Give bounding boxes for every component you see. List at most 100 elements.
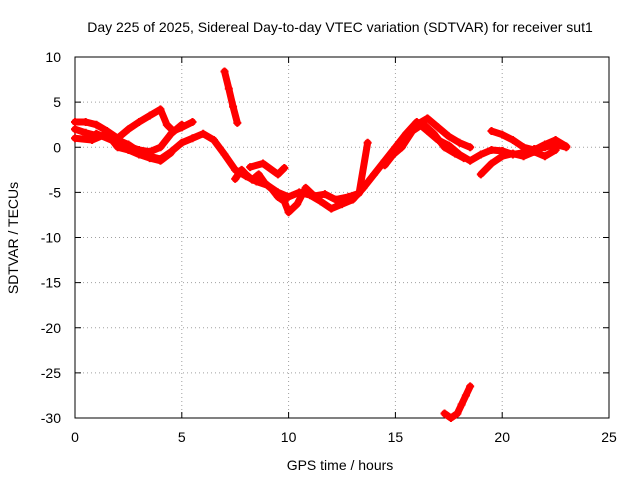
data-point: [476, 150, 485, 159]
data-point: [124, 145, 133, 154]
data-point: [387, 152, 396, 161]
data-point: [199, 129, 208, 138]
x-tick-label: 15: [388, 429, 404, 445]
x-axis-label: GPS time / hours: [287, 457, 394, 473]
y-tick-label: -15: [41, 275, 61, 291]
data-point: [455, 138, 464, 147]
series-track-l: [246, 159, 289, 179]
data-point: [476, 170, 485, 179]
data-point: [71, 117, 79, 126]
data-point: [81, 117, 90, 126]
data-point: [162, 120, 171, 129]
y-tick-label: 10: [45, 49, 61, 65]
data-point: [92, 120, 101, 129]
data-point: [167, 129, 176, 138]
data-point: [273, 170, 282, 179]
y-tick-label: 5: [53, 94, 61, 110]
data-point: [177, 120, 186, 129]
data-point: [156, 143, 165, 152]
series-trace: [387, 120, 468, 162]
data-point: [434, 123, 443, 132]
y-tick-label: -10: [41, 230, 61, 246]
data-point: [344, 192, 353, 201]
y-tick-label: -25: [41, 365, 61, 381]
data-point: [135, 150, 144, 159]
data-point: [267, 184, 276, 193]
data-point: [81, 128, 90, 137]
data-point: [220, 67, 229, 76]
data-point: [135, 117, 144, 126]
data-point: [530, 147, 539, 156]
data-point: [224, 84, 233, 93]
data-point: [156, 105, 165, 114]
data-point: [508, 136, 517, 145]
series-track-g: [487, 127, 571, 154]
chart-title: Day 225 of 2025, Sidereal Day-to-day VTE…: [87, 19, 593, 35]
y-tick-label: -20: [41, 320, 61, 336]
data-point: [241, 170, 250, 179]
data-point: [355, 189, 364, 198]
data-point: [231, 174, 240, 183]
data-point: [498, 152, 507, 161]
axis-ticks: 0 5 10 15 20 25 10 5 0 -5 -10 -15 -20 -25 -30: [41, 49, 617, 445]
data-point: [167, 148, 176, 157]
x-tick-label: 20: [494, 429, 510, 445]
data-point: [453, 409, 462, 418]
data-point: [466, 156, 475, 165]
data-point: [103, 129, 112, 138]
series-track-d: [71, 129, 176, 165]
x-tick-label: 0: [71, 429, 79, 445]
data-point: [301, 183, 310, 192]
data-point: [248, 175, 257, 184]
data-point: [519, 143, 528, 152]
data-point: [209, 136, 218, 145]
data-point: [397, 143, 406, 152]
series-track-i: [220, 67, 242, 127]
data-point: [519, 152, 528, 161]
data-point: [370, 170, 379, 179]
data-point: [71, 125, 79, 134]
data-point: [540, 152, 549, 161]
data-point: [429, 129, 438, 138]
data-point: [280, 164, 289, 173]
data-point: [293, 200, 302, 209]
data-series: [71, 67, 571, 422]
data-point: [327, 204, 336, 213]
data-point: [145, 111, 154, 120]
data-point: [487, 159, 496, 168]
data-point: [440, 143, 449, 152]
x-tick-label: 10: [281, 429, 297, 445]
data-point: [261, 179, 270, 188]
y-axis-label: SDTVAR / TECUs: [5, 182, 21, 294]
data-point: [461, 391, 470, 400]
data-point: [459, 154, 468, 163]
data-point: [451, 149, 460, 158]
data-point: [551, 136, 560, 145]
x-tick-label: 5: [178, 429, 186, 445]
data-point: [258, 159, 267, 168]
data-point: [254, 170, 263, 179]
data-point: [145, 154, 154, 163]
data-point: [124, 125, 133, 134]
data-point: [188, 117, 197, 126]
data-point: [498, 130, 507, 139]
data-point: [423, 114, 432, 123]
y-tick-label: -30: [41, 410, 61, 426]
data-point: [233, 118, 242, 127]
data-point: [551, 145, 560, 154]
series-trace: [221, 67, 241, 127]
data-point: [71, 134, 79, 143]
data-point: [444, 132, 453, 141]
data-point: [320, 190, 329, 199]
data-point: [156, 156, 165, 165]
data-point: [284, 208, 293, 217]
data-point: [331, 195, 340, 204]
data-point: [273, 192, 282, 201]
data-point: [363, 138, 372, 147]
series-track-j: [440, 382, 475, 422]
data-point: [446, 414, 455, 422]
data-point: [220, 150, 229, 159]
data-point: [229, 102, 238, 111]
data-point: [316, 197, 325, 206]
data-point: [540, 140, 549, 149]
